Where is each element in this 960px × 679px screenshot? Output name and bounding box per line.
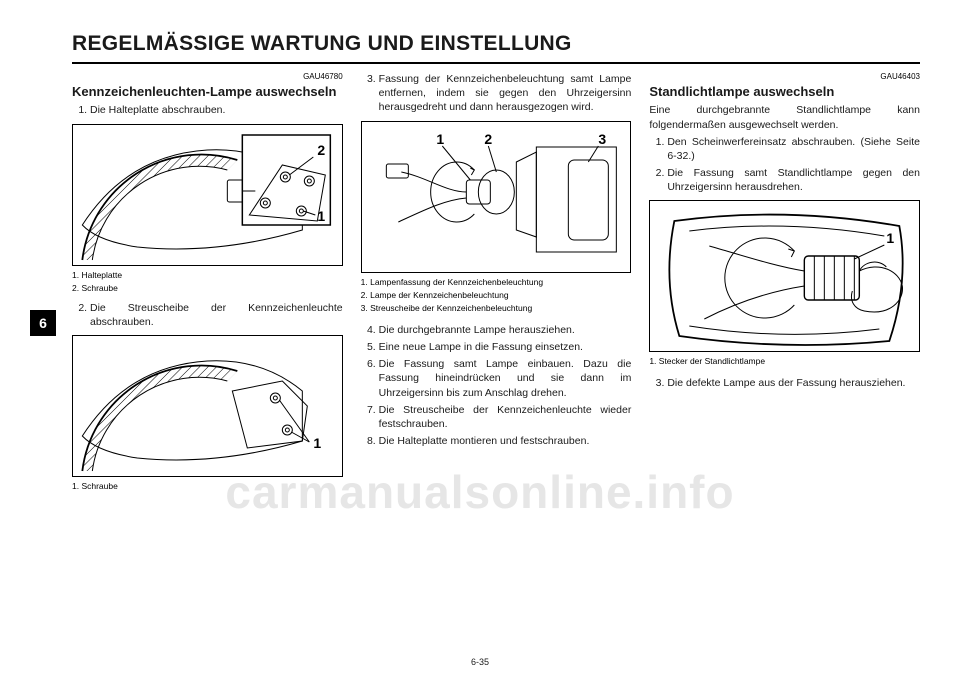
svg-text:2: 2	[484, 131, 492, 147]
figure-caption: 2. Lampe der Kennzeichenbeleuchtung	[361, 290, 632, 301]
intro-text: Eine durchgebrannte Standlichtlampe kann…	[649, 103, 920, 131]
svg-text:1: 1	[317, 208, 325, 224]
column-2: Fassung der Kennzeichenbeleuch­tung samt…	[361, 72, 632, 494]
section-heading-kennzeichen: Kennzeichenleuchten-Lampe auswechseln	[72, 84, 343, 100]
figure-caption: 1. Halteplatte	[72, 270, 343, 281]
step-text: Die Fassung samt Lampe einbauen. Dazu di…	[379, 357, 632, 400]
svg-text:1: 1	[313, 435, 321, 451]
figure-caption: 1. Stecker der Standlichtlampe	[649, 356, 920, 367]
figure-3: 1 2 3	[361, 121, 632, 273]
column-1: GAU46780 Kennzeichenleuchten-Lampe auswe…	[72, 72, 343, 494]
step-text: Die Halteplatte abschrauben.	[90, 103, 343, 117]
step-text: Eine neue Lampe in die Fassung ein­setze…	[379, 340, 632, 354]
figure-caption: 3. Streuscheibe der Kennzeichenbeleuchtu…	[361, 303, 632, 314]
figure-caption: 2. Schraube	[72, 283, 343, 294]
svg-text:1: 1	[436, 131, 444, 147]
column-3: GAU46403 Standlichtlampe auswechseln Ein…	[649, 72, 920, 494]
figure-1: 2 1	[72, 124, 343, 266]
svg-text:3: 3	[598, 131, 606, 147]
doc-code: GAU46403	[649, 72, 920, 83]
svg-text:2: 2	[317, 142, 325, 158]
step-text: Die Streuscheibe der Kennzeichen­leuchte…	[379, 403, 632, 431]
figure-4: 1	[649, 200, 920, 352]
figure-caption: 1. Lampenfassung der Kennzeichenbeleucht…	[361, 277, 632, 288]
step-text: Den Scheinwerfereinsatz abschrau­ben. (S…	[667, 135, 920, 163]
step-text: Die Streuscheibe der Kennzeichen­leuchte…	[90, 301, 343, 329]
figure-2: 1	[72, 335, 343, 477]
step-text: Die Halteplatte montieren und fest­schra…	[379, 434, 632, 448]
section-heading-standlicht: Standlichtlampe auswechseln	[649, 84, 920, 100]
figure-caption: 1. Schraube	[72, 481, 343, 492]
doc-code: GAU46780	[72, 72, 343, 83]
page-number: 6-35	[0, 657, 960, 667]
chapter-tab: 6	[30, 310, 56, 336]
step-text: Die defekte Lampe aus der Fassung heraus…	[667, 376, 920, 390]
page-title: REGELMÄSSIGE WARTUNG UND EINSTELLUNG	[72, 32, 920, 64]
step-text: Die durchgebrannte Lampe heraus­ziehen.	[379, 323, 632, 337]
step-text: Die Fassung samt Standlichtlampe gegen d…	[667, 166, 920, 194]
svg-text:1: 1	[887, 230, 895, 246]
step-text: Fassung der Kennzeichenbeleuch­tung samt…	[379, 72, 632, 115]
